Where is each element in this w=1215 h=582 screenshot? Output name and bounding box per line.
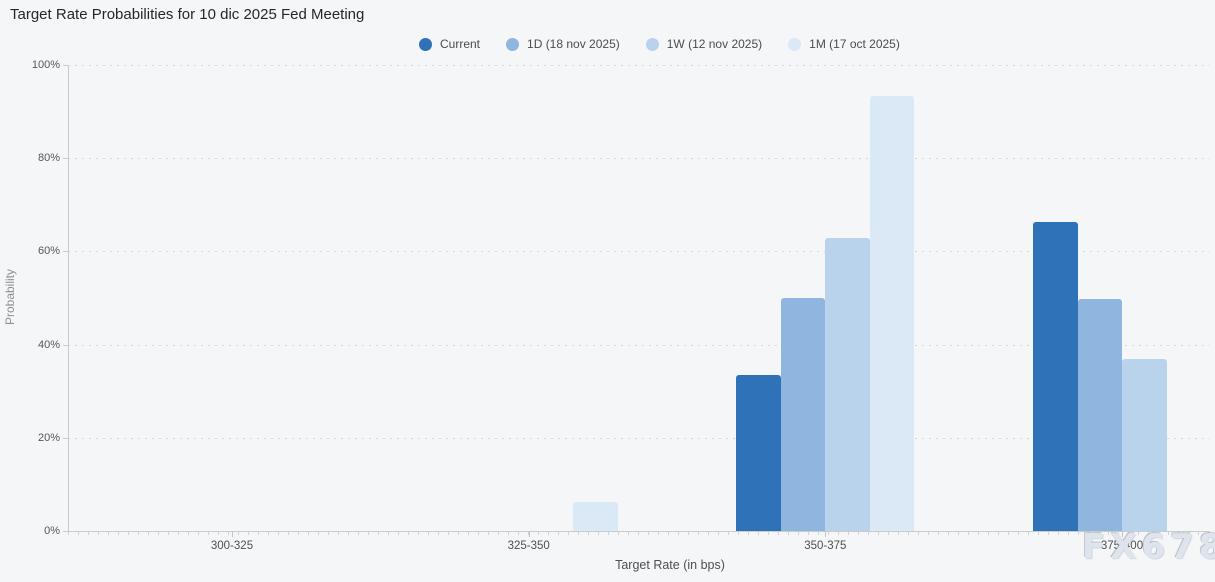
y-tick-mark — [63, 158, 68, 160]
x-tick-label-325-350: 325-350 — [507, 540, 550, 552]
bar-1w-12-nov-2025-350-375[interactable] — [825, 238, 870, 531]
legend-dot-icon — [788, 37, 802, 51]
bar-current-350-375[interactable] — [736, 374, 781, 531]
legend-item-1w-12-nov-2025[interactable]: 1W (12 nov 2025) — [645, 37, 763, 51]
legend-item-current[interactable]: Current — [419, 37, 480, 51]
chart-title: Target Rate Probabilities for 10 dic 202… — [10, 6, 365, 23]
y-tick-mark — [63, 251, 68, 253]
y-tick-label-40%: 40% — [37, 338, 60, 351]
bar-1m-17-oct-2025-350-375[interactable] — [869, 95, 915, 531]
legend: Current 1D (18 nov 2025) 1W (12 nov 2025) 1… — [419, 37, 900, 51]
y-tick-mark — [63, 437, 68, 439]
y-tick-label-80%: 80% — [37, 152, 60, 165]
y-tick-label-100%: 100% — [31, 59, 60, 71]
gridline-20% — [68, 437, 1210, 439]
legend-item-1d-18-nov-2025[interactable]: 1D (18 nov 2025) — [506, 37, 620, 51]
bar-1d-18-nov-2025-350-375[interactable] — [780, 297, 826, 531]
legend-dot-icon — [645, 37, 659, 51]
legend-item-label: Current — [440, 37, 481, 51]
gridline-80% — [68, 158, 1210, 160]
bar-1d-18-nov-2025-375-400[interactable] — [1077, 298, 1122, 531]
legend-item-1m-17-oct-2025[interactable]: 1M (17 oct 2025) — [788, 37, 900, 51]
bar-1w-12-nov-2025-375-400[interactable] — [1122, 358, 1167, 531]
x-axis-line — [68, 531, 1210, 532]
legend-item-label: 1M (17 oct 2025) — [809, 37, 900, 51]
x-tick-label-350-375: 350-375 — [804, 540, 847, 552]
x-tick-mark — [825, 531, 827, 537]
y-tick-mark — [63, 344, 68, 346]
gridline-40% — [68, 344, 1210, 346]
legend-dot-icon — [506, 37, 520, 51]
y-tick-label-20%: 20% — [37, 431, 60, 444]
x-tick-label-375-400: 375-400 — [1100, 540, 1144, 552]
bar-1m-17-oct-2025-325-350[interactable] — [573, 501, 618, 531]
y-tick-label-60%: 60% — [37, 245, 60, 258]
y-tick-mark — [63, 65, 68, 66]
bar-current-375-400[interactable] — [1033, 221, 1078, 531]
y-axis-title: Probability — [3, 268, 17, 326]
legend-dot-icon — [419, 37, 432, 51]
legend-item-label: 1D (18 nov 2025) — [527, 37, 620, 51]
x-axis-title: Target Rate (in bps) — [615, 558, 725, 572]
plot-area — [68, 65, 1210, 531]
x-tick-label-300-325: 300-325 — [210, 540, 254, 552]
x-axis-minor-ticks — [68, 532, 1210, 535]
x-tick-mark — [232, 531, 233, 537]
y-axis-line — [68, 65, 69, 531]
y-tick-label-0%: 0% — [44, 525, 60, 537]
y-tick-mark — [63, 531, 68, 532]
legend-item-label: 1W (12 nov 2025) — [666, 37, 763, 51]
x-tick-mark — [1122, 531, 1123, 537]
gridline-100% — [68, 65, 1210, 66]
gridline-60% — [68, 251, 1210, 253]
x-tick-mark — [528, 531, 530, 537]
